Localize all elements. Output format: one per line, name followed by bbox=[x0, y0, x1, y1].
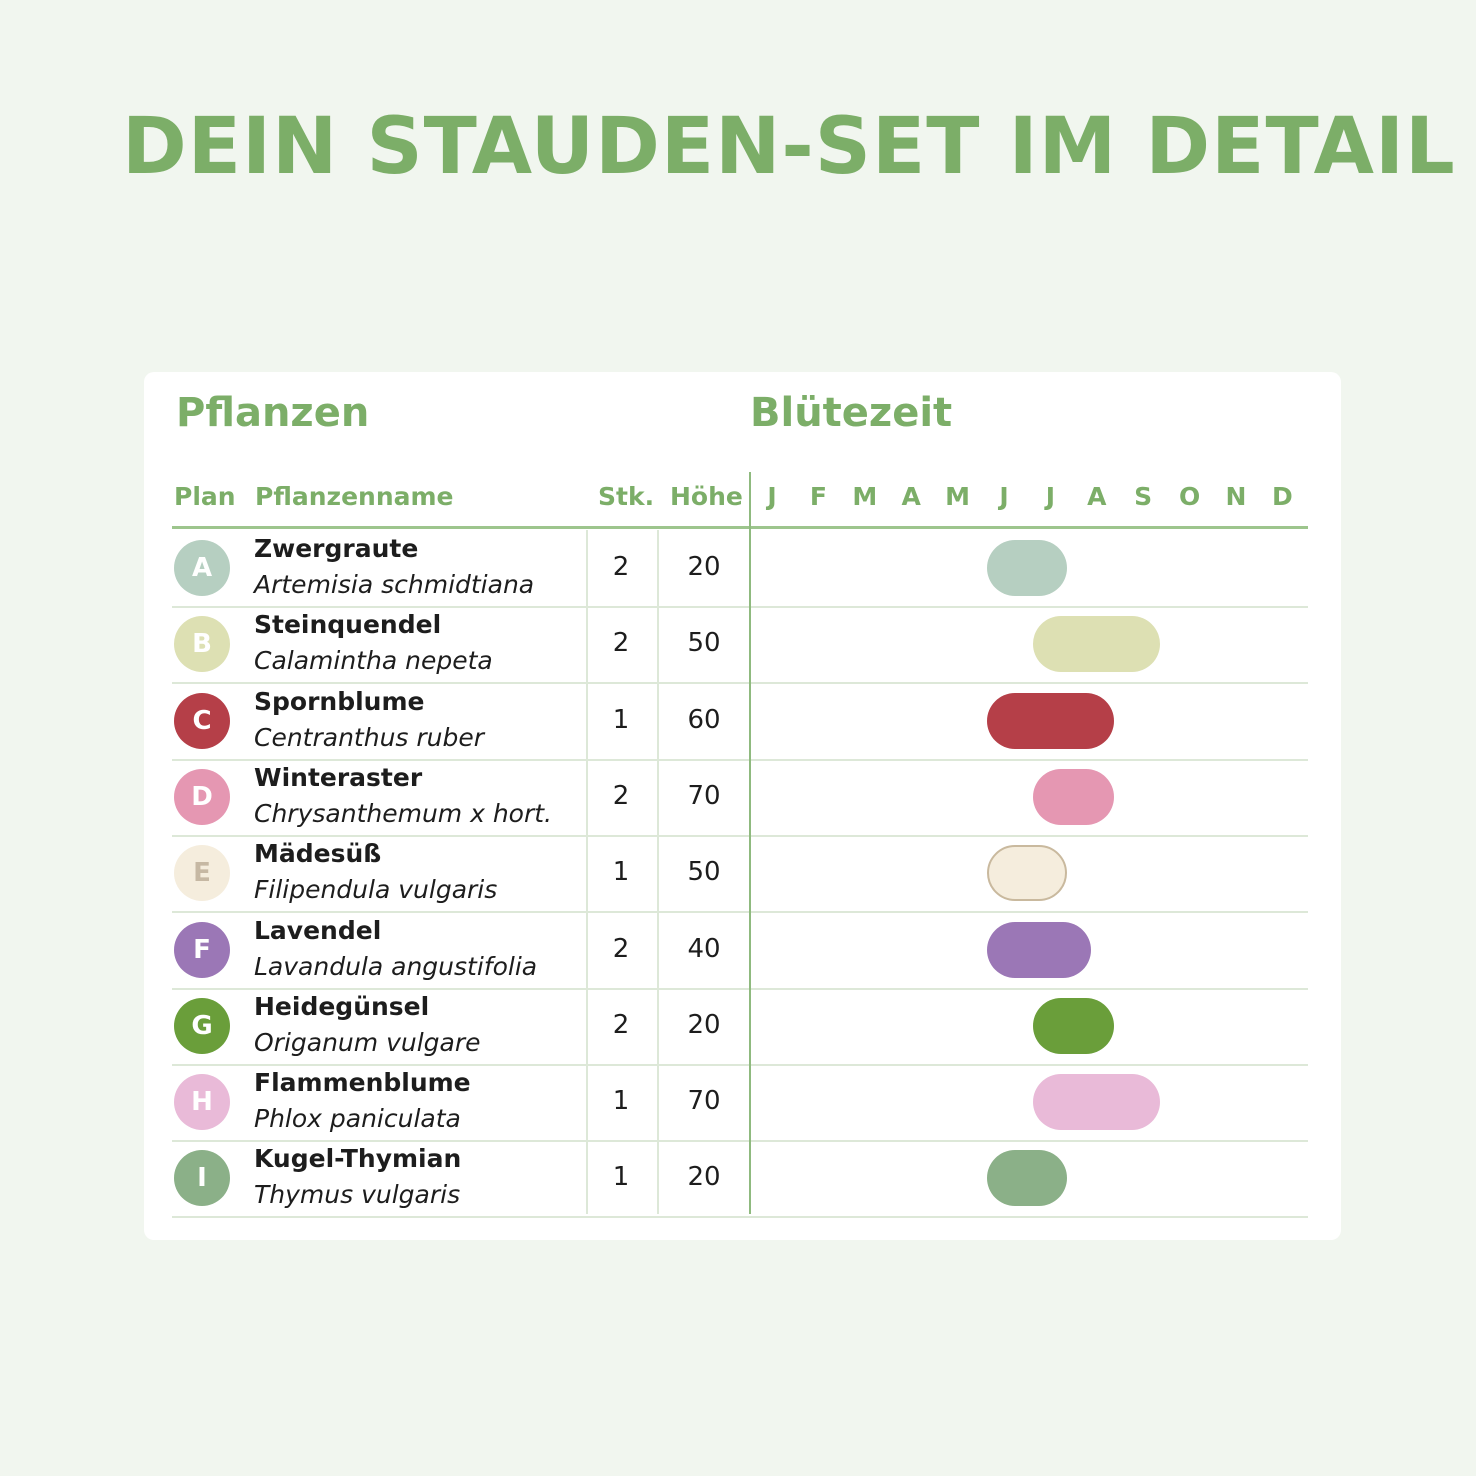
column-header-height: Höhe bbox=[670, 482, 743, 511]
table-row: I Kugel-Thymian Thymus vulgaris 1 20 bbox=[172, 1140, 1308, 1219]
plant-height: 20 bbox=[687, 1009, 721, 1040]
table-row: G Heidegünsel Origanum vulgare 2 20 bbox=[172, 988, 1308, 1066]
plant-quantity: 1 bbox=[612, 704, 630, 735]
plan-marker: E bbox=[174, 845, 230, 902]
plant-height: 20 bbox=[687, 552, 721, 582]
month-label: J bbox=[767, 482, 777, 511]
table-row: D Winteraster Chrysanthemum x hort. 2 70 bbox=[172, 759, 1308, 837]
month-label: D bbox=[1272, 482, 1293, 511]
plan-marker: G bbox=[174, 997, 230, 1054]
plant-quantity: 2 bbox=[612, 1009, 630, 1040]
month-label: N bbox=[1225, 482, 1247, 511]
plant-name: Lavendel bbox=[254, 915, 382, 945]
column-header-plan: Plan bbox=[174, 482, 236, 511]
plant-height: 60 bbox=[687, 704, 721, 735]
plant-latin-name: Filipendula vulgaris bbox=[254, 875, 498, 905]
plant-latin-name: Artemisia schmidtiana bbox=[254, 570, 535, 599]
bloom-bar bbox=[1033, 768, 1114, 825]
plant-latin-name: Centranthus ruber bbox=[254, 722, 485, 752]
plant-latin-name: Origanum vulgare bbox=[254, 1027, 481, 1057]
table-row: A Zwergraute Artemisia schmidtiana 2 20 bbox=[172, 530, 1308, 608]
plant-quantity: 2 bbox=[612, 552, 630, 582]
plant-height: 40 bbox=[687, 933, 721, 964]
month-label: S bbox=[1134, 482, 1153, 511]
bloom-bar bbox=[987, 692, 1114, 749]
plant-quantity: 1 bbox=[612, 857, 630, 888]
plant-name: Heidegünsel bbox=[254, 991, 430, 1021]
header-divider bbox=[172, 526, 1308, 529]
plan-marker: I bbox=[174, 1150, 230, 1207]
bloom-bar bbox=[987, 1150, 1068, 1207]
month-label: A bbox=[1087, 482, 1107, 511]
plant-name: Steinquendel bbox=[254, 610, 442, 640]
bloom-bar bbox=[1033, 616, 1161, 673]
bloom-bar bbox=[1033, 1074, 1161, 1131]
table-row: C Spornblume Centranthus ruber 1 60 bbox=[172, 683, 1308, 761]
bloom-bar bbox=[987, 921, 1091, 978]
plan-marker: H bbox=[174, 1074, 230, 1131]
page-title: DEIN STAUDEN-SET IM DETAIL bbox=[122, 102, 1456, 192]
plan-marker: D bbox=[174, 768, 230, 825]
plant-latin-name: Calamintha nepeta bbox=[254, 646, 493, 676]
plant-quantity: 1 bbox=[612, 1162, 630, 1193]
plan-marker: F bbox=[174, 921, 230, 978]
plant-latin-name: Chrysanthemum x hort. bbox=[254, 798, 552, 828]
plan-marker: B bbox=[174, 616, 230, 673]
plant-name: Kugel-Thymian bbox=[254, 1144, 462, 1174]
section-title-bloom: Blütezeit bbox=[750, 390, 953, 436]
plant-latin-name: Thymus vulgaris bbox=[254, 1180, 461, 1210]
table-row: H Flammenblume Phlox paniculata 1 70 bbox=[172, 1064, 1308, 1143]
qty-column-divider bbox=[586, 530, 588, 1214]
table-row: F Lavendel Lavandula angustifolia 2 40 bbox=[172, 912, 1308, 990]
height-column-divider bbox=[657, 530, 659, 1214]
table-row: B Steinquendel Calamintha nepeta 2 50 bbox=[172, 606, 1308, 685]
table-row: E Mädesüß Filipendula vulgaris 1 50 bbox=[172, 835, 1308, 914]
plant-quantity: 2 bbox=[612, 628, 630, 659]
bloom-bar bbox=[987, 540, 1068, 596]
section-title-plants: Pflanzen bbox=[176, 390, 370, 436]
month-label: M bbox=[945, 482, 971, 511]
plant-height: 50 bbox=[687, 628, 721, 659]
plant-quantity: 2 bbox=[612, 933, 630, 964]
month-label: M bbox=[852, 482, 878, 511]
month-label: J bbox=[999, 482, 1009, 511]
plant-name: Spornblume bbox=[254, 686, 425, 716]
plant-height: 50 bbox=[687, 857, 721, 888]
plant-name: Mädesüß bbox=[254, 839, 382, 869]
bloom-bar bbox=[987, 845, 1068, 902]
plan-marker: C bbox=[174, 692, 230, 749]
month-label: A bbox=[901, 482, 921, 511]
plant-quantity: 2 bbox=[612, 780, 630, 811]
plant-latin-name: Lavandula angustifolia bbox=[254, 951, 538, 981]
bloom-bar bbox=[1033, 997, 1114, 1054]
plant-name: Winteraster bbox=[254, 762, 423, 792]
plant-name: Flammenblume bbox=[254, 1068, 471, 1098]
month-label: O bbox=[1178, 482, 1201, 511]
column-header-qty: Stk. bbox=[598, 482, 655, 511]
column-header-name: Pflanzenname bbox=[255, 482, 454, 511]
plant-table-card: Pflanzen Blütezeit Plan Pflanzenname Stk… bbox=[144, 372, 1341, 1240]
plant-latin-name: Phlox paniculata bbox=[254, 1104, 461, 1134]
plant-height: 70 bbox=[687, 1086, 721, 1117]
month-label: F bbox=[809, 482, 827, 511]
bloom-column-divider bbox=[749, 472, 751, 1214]
plan-marker: A bbox=[174, 540, 230, 596]
plant-height: 20 bbox=[687, 1162, 721, 1193]
plant-name: Zwergraute bbox=[254, 534, 419, 563]
plant-quantity: 1 bbox=[612, 1086, 630, 1117]
plant-height: 70 bbox=[687, 780, 721, 811]
month-label: J bbox=[1045, 482, 1056, 511]
